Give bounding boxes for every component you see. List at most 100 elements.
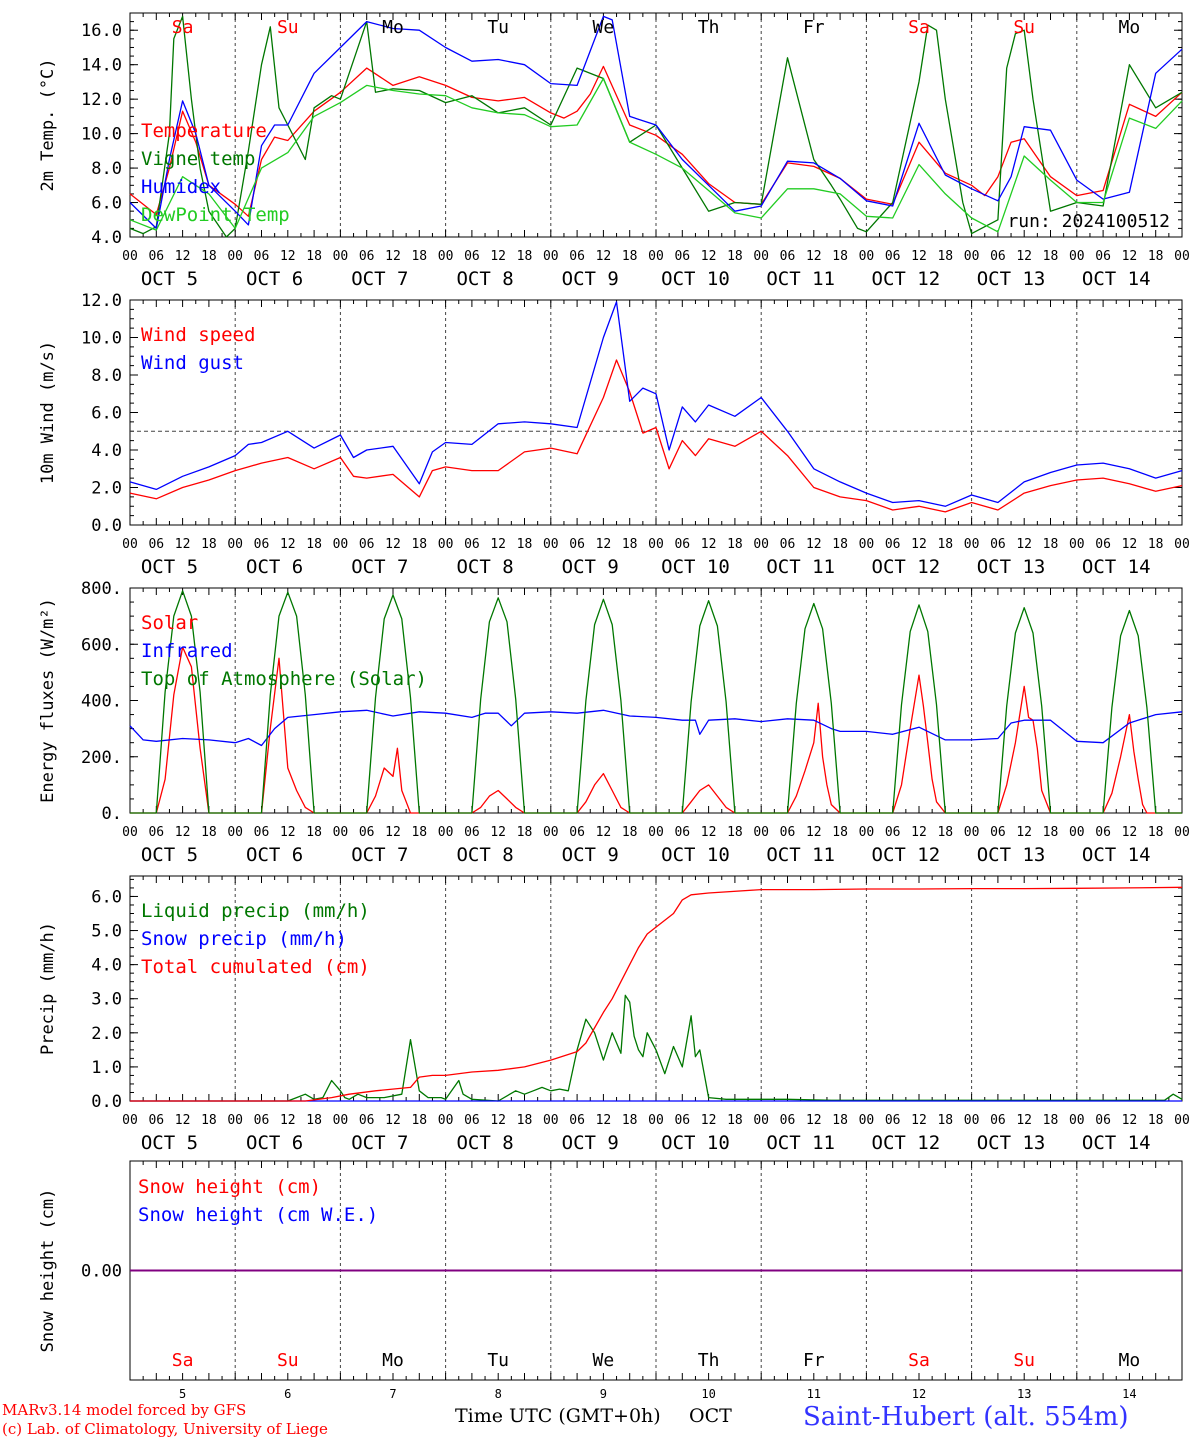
day-of-week-label: Su [277,1350,299,1371]
hour-tick-label: 06 [780,825,796,840]
panel-3: 0. 200. 400. 600. 800. Energy fluxes (W/m²) So… [38,579,1190,866]
hour-tick-label: 12 [701,1113,717,1128]
hour-tick-label: 06 [674,537,690,552]
hour-tick-label: 12 [806,825,822,840]
hour-tick-label: 18 [1043,825,1059,840]
hour-tick-label: 00 [333,249,349,264]
hour-tick-label: 06 [885,249,901,264]
hour-tick-label: 12 [806,537,822,552]
hour-tick-label: 18 [411,825,427,840]
hour-tick-label: 00 [1069,1113,1085,1128]
series-line-wind-speed [129,359,1183,513]
y-tick-label: 2.0 [91,479,122,499]
y-tick-label: 800. [81,579,122,599]
day-number-label: 9 [600,1387,607,1401]
hour-tick-label: 00 [543,537,559,552]
hour-tick-label: 06 [148,537,164,552]
hour-tick-label: 00 [964,249,980,264]
day-number-label: 10 [701,1387,715,1401]
hour-tick-label: 00 [1174,825,1190,840]
hour-tick-label: 18 [832,249,848,264]
hour-tick-label: 00 [1174,1113,1190,1128]
y-tick-label: 6.0 [91,194,122,214]
y-tick-label: 10.0 [81,329,122,349]
panel-4: 0.0 1.0 2.0 3.0 4.0 5.0 6.0 Precip (mm/h) Liquid… [38,875,1190,1154]
hour-tick-label: 00 [859,537,875,552]
hour-tick-label: 00 [753,249,769,264]
hour-tick-label: 18 [517,537,533,552]
hour-tick-label: 18 [411,537,427,552]
hour-tick-label: 06 [780,1113,796,1128]
panel-2: 0.0 2.0 4.0 6.0 8.0 10.0 12.0 10m Wind (m/s) Win… [38,291,1190,578]
y-tick-label: 400. [81,692,122,712]
hour-tick-label: 00 [122,1113,138,1128]
panel-1: 4.0 6.0 8.0 10.0 12.0 14.0 16.0 2m Temp. (°C) Te… [38,12,1190,290]
date-label: OCT 12 [872,844,941,866]
day-of-week-label: Mo [382,17,404,38]
y-axis-label: Precip (mm/h) [38,922,58,1055]
hour-tick-label: 06 [254,825,270,840]
hour-tick-label: 12 [701,537,717,552]
day-number-label: 11 [807,1387,821,1401]
hour-tick-label: 18 [937,537,953,552]
hour-tick-label: 06 [148,825,164,840]
hour-tick-label: 18 [622,249,638,264]
date-label: OCT 9 [562,1132,619,1154]
date-label: OCT 9 [562,268,619,290]
hour-tick-label: 00 [333,825,349,840]
hour-tick-label: 12 [596,249,612,264]
hour-tick-label: 00 [227,537,243,552]
legend-entry: Humidex [141,176,221,198]
hour-tick-label: 00 [648,1113,664,1128]
hour-tick-label: 06 [990,537,1006,552]
hour-tick-label: 00 [964,537,980,552]
hour-tick-label: 12 [280,537,296,552]
legend-entry: Snow height (cm W.E.) [138,1204,378,1226]
day-number-label: 14 [1122,1387,1136,1401]
hour-tick-label: 06 [1095,1113,1111,1128]
hour-tick-label: 12 [1122,537,1138,552]
hour-tick-label: 12 [596,825,612,840]
hour-tick-label: 06 [464,537,480,552]
legend-entry: Infrared [141,640,233,662]
legend-entry: Total cumulated (cm) [141,956,370,978]
y-tick-label: 10.0 [81,125,122,145]
hour-tick-label: 12 [385,249,401,264]
hour-tick-label: 12 [911,825,927,840]
series-line-temperature [129,65,1183,217]
hour-tick-label: 06 [990,249,1006,264]
hour-tick-label: 00 [859,249,875,264]
date-label: OCT 8 [456,556,513,578]
date-label: OCT 12 [872,1132,941,1154]
hour-tick-label: 00 [122,825,138,840]
legend-entry: Wind gust [141,352,244,374]
date-label: OCT 10 [661,1132,730,1154]
copyright-credit: (c) Lab. of Climatology, University of L… [2,1420,328,1438]
hour-tick-label: 00 [1174,249,1190,264]
date-label: OCT 10 [661,556,730,578]
hour-tick-label: 06 [990,825,1006,840]
hour-tick-label: 12 [175,537,191,552]
hour-tick-label: 18 [411,249,427,264]
hour-tick-label: 12 [1016,537,1032,552]
date-label: OCT 11 [766,268,835,290]
hour-tick-label: 12 [280,825,296,840]
hour-tick-label: 00 [753,825,769,840]
hour-tick-label: 00 [438,249,454,264]
hour-tick-label: 00 [964,825,980,840]
date-label: OCT 13 [977,844,1046,866]
hour-tick-label: 12 [490,537,506,552]
date-label: OCT 12 [872,268,941,290]
hour-tick-label: 06 [674,249,690,264]
y-tick-label: 2.0 [91,1024,122,1044]
legend-entry: Wind speed [141,324,255,346]
hour-tick-label: 12 [806,1113,822,1128]
date-label: OCT 8 [456,1132,513,1154]
hour-tick-label: 00 [1069,825,1085,840]
hour-tick-label: 18 [1148,825,1164,840]
plot-frame [129,587,1183,814]
hour-tick-label: 06 [990,1113,1006,1128]
y-tick-label: 6.0 [91,404,122,424]
day-of-week-label: Th [698,17,720,38]
